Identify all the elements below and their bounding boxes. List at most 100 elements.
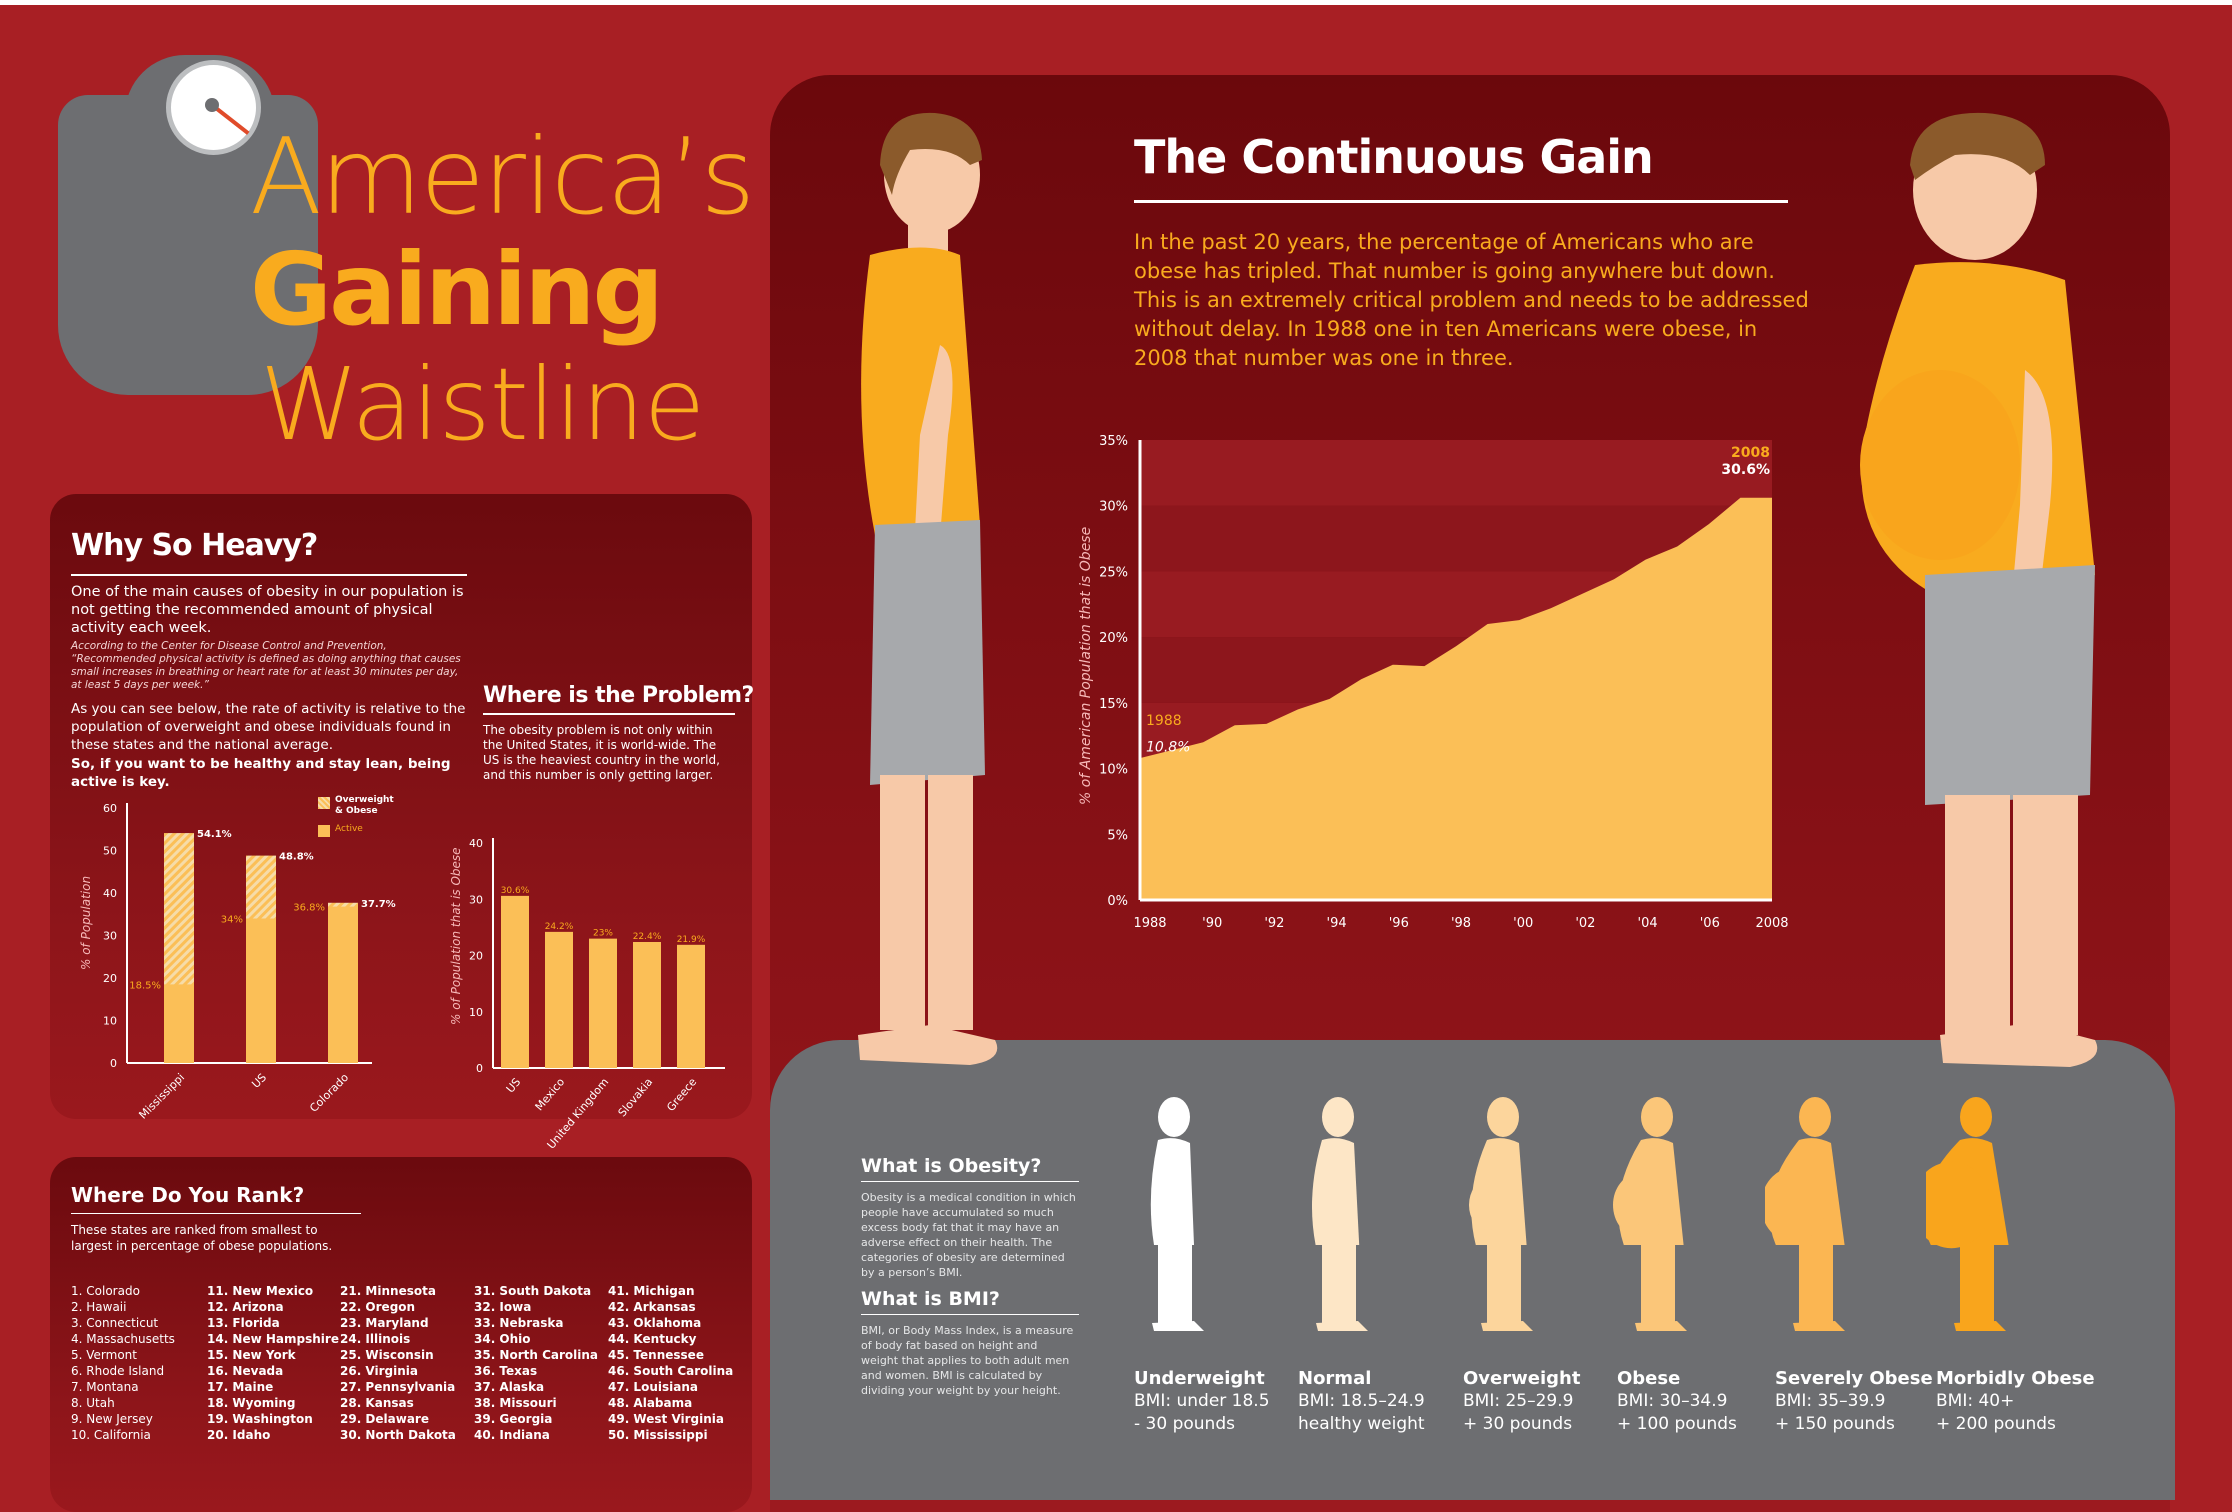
rank-item: 10. California: [71, 1428, 151, 1442]
rank-item: 28. Kansas: [340, 1396, 414, 1410]
why-rule: [71, 574, 467, 576]
bmi-range: BMI: 30–34.9: [1617, 1391, 1728, 1411]
rank-item: 6. Rhode Island: [71, 1364, 165, 1378]
data-label: 21.9%: [677, 935, 706, 945]
thin-man-illustration: [858, 112, 998, 1065]
rank-item: 46. South Carolina: [608, 1364, 734, 1378]
rank-item: 40. Indiana: [474, 1428, 550, 1442]
bar-active: [246, 918, 276, 1063]
legend-swatch-active: [318, 825, 330, 837]
rank-column: 1. Colorado 2. Hawaii 3. Connecticut 4. Mas…: [71, 1283, 175, 1443]
data-label-overweight: 37.7%: [361, 899, 396, 910]
rank-item: 17. Maine: [207, 1380, 274, 1394]
rank-heading: Where Do You Rank?: [71, 1183, 305, 1207]
y-tick-label: 5%: [1107, 828, 1128, 843]
rank-item: 45. Tennessee: [608, 1348, 704, 1362]
rank-rule: [71, 1213, 361, 1214]
rank-item: 38. Missouri: [474, 1396, 557, 1410]
bmi-category-details: BMI: 30–34.9 + 100 pounds: [1617, 1390, 1737, 1436]
why-heading: Why So Heavy?: [71, 528, 318, 563]
rank-column: 31. South Dakota 32. Iowa 33. Nebraska 34. …: [474, 1283, 598, 1443]
rank-item: 35. North Carolina: [474, 1348, 599, 1362]
rank-column: 21. Minnesota 22. Oregon 23. Maryland 24. I…: [340, 1283, 456, 1443]
annotation-year-end: 2008: [1731, 445, 1770, 461]
rank-item: 27. Pennsylvania: [340, 1380, 456, 1394]
rank-item: 26. Virginia: [340, 1364, 418, 1378]
bmi-category-name: Obese: [1617, 1368, 1681, 1389]
rank-item: 14. New Hampshire: [207, 1332, 339, 1346]
bmi-category-name: Underweight: [1134, 1368, 1265, 1389]
data-label: 22.4%: [633, 932, 662, 942]
rank-item: 39. Georgia: [474, 1412, 553, 1426]
y-tick-label: 50: [103, 845, 117, 858]
x-tick-label: Colorado: [307, 1071, 351, 1115]
rank-item: 16. Nevada: [207, 1364, 284, 1378]
bmi-category-name: Overweight: [1463, 1368, 1581, 1389]
x-tick-label: '06: [1700, 916, 1720, 931]
rank-item: 32. Iowa: [474, 1300, 532, 1314]
rank-item: 25. Wisconsin: [340, 1348, 434, 1362]
x-tick-label: 2008: [1755, 916, 1788, 931]
bmi-silhouette-icon: [1613, 1097, 1687, 1331]
bmi-weight-note: healthy weight: [1298, 1414, 1425, 1434]
rank-item: 11. New Mexico: [207, 1284, 314, 1298]
y-tick-label: 40: [469, 837, 483, 850]
rank-item: 30. North Dakota: [340, 1428, 456, 1442]
activity-chart-ylabel: % of Population: [79, 876, 93, 970]
rank-column: 41. Michigan 42. Arkansas 43. Oklahoma 44. …: [608, 1283, 733, 1443]
bmi-weight-note: + 30 pounds: [1463, 1414, 1573, 1434]
bar-active: [164, 984, 194, 1063]
bar: [589, 938, 617, 1068]
rank-item: 2. Hawaii: [71, 1300, 127, 1314]
x-tick-label: US: [249, 1071, 269, 1091]
x-tick-label: '90: [1202, 916, 1222, 931]
bmi-weight-note: + 200 pounds: [1936, 1414, 2056, 1434]
bmi-category-details: BMI: 25–29.9 + 30 pounds: [1463, 1390, 1573, 1436]
data-label-active: 34%: [221, 915, 243, 926]
scale-dial-icon: [166, 60, 261, 155]
problem-rule: [483, 713, 735, 715]
data-label: 24.2%: [545, 922, 574, 932]
x-tick-label: '04: [1638, 916, 1658, 931]
x-tick-label: Slovakia: [616, 1076, 656, 1120]
rank-item: 41. Michigan: [608, 1284, 695, 1298]
annotation-value-start: 10.8%: [1146, 739, 1190, 755]
area-series: [1140, 480, 1772, 900]
rank-item: 23. Maryland: [340, 1316, 429, 1330]
activity-chart: % of Population 0 10 20 30 40 50 60 54.1% 18.5% M…: [79, 802, 396, 1122]
problem-text: The obesity problem is not only within t…: [483, 723, 720, 782]
rank-item: 3. Connecticut: [71, 1316, 159, 1330]
country-chart: % of Population that is Obese 0 10 20 30 40 3…: [449, 837, 725, 1152]
scale-dial-hub: [205, 98, 219, 112]
y-tick-label: 30%: [1099, 500, 1128, 515]
rank-item: 48. Alabama: [608, 1396, 693, 1410]
legend-label-active: Active: [335, 824, 363, 834]
rank-item: 43. Oklahoma: [608, 1316, 702, 1330]
x-tick-label: Greece: [664, 1075, 699, 1114]
x-tick-label: '00: [1513, 916, 1533, 931]
y-tick-label: 0%: [1107, 894, 1128, 909]
rank-item: 15. New York: [207, 1348, 296, 1362]
rank-item: 8. Utah: [71, 1396, 115, 1410]
bmi-range: BMI: 25–29.9: [1463, 1391, 1574, 1411]
y-tick-label: 0: [110, 1057, 117, 1070]
why-paragraph-bold: So, if you want to be healthy and stay l…: [71, 756, 451, 790]
y-tick-label: 20: [103, 972, 117, 985]
title-line-1: America’s: [250, 116, 755, 238]
rank-item: 49. West Virginia: [608, 1412, 725, 1426]
why-paragraph: As you can see below, the rate of activi…: [71, 701, 466, 753]
legend-label-overweight: Overweight & Obese: [335, 795, 394, 816]
y-tick-label: 10: [103, 1015, 117, 1028]
rank-item: 47. Louisiana: [608, 1380, 698, 1394]
y-tick-label: 10: [469, 1006, 483, 1019]
x-tick-label: '98: [1451, 916, 1471, 931]
obesity-trend-chart: % of American Population that is Obese 0…: [1078, 434, 1789, 931]
grid-band: [1140, 440, 1772, 506]
bmi-category-details: BMI: 18.5–24.9 healthy weight: [1298, 1390, 1425, 1436]
rank-item: 29. Delaware: [340, 1412, 429, 1426]
rank-item: 19. Washington: [207, 1412, 313, 1426]
rank-item: 18. Wyoming: [207, 1396, 296, 1410]
rank-item: 42. Arkansas: [608, 1300, 696, 1314]
rank-column: 11. New Mexico 12. Arizona 13. Florida 14. …: [207, 1283, 339, 1443]
bmi-range: BMI: 40+: [1936, 1391, 2015, 1411]
